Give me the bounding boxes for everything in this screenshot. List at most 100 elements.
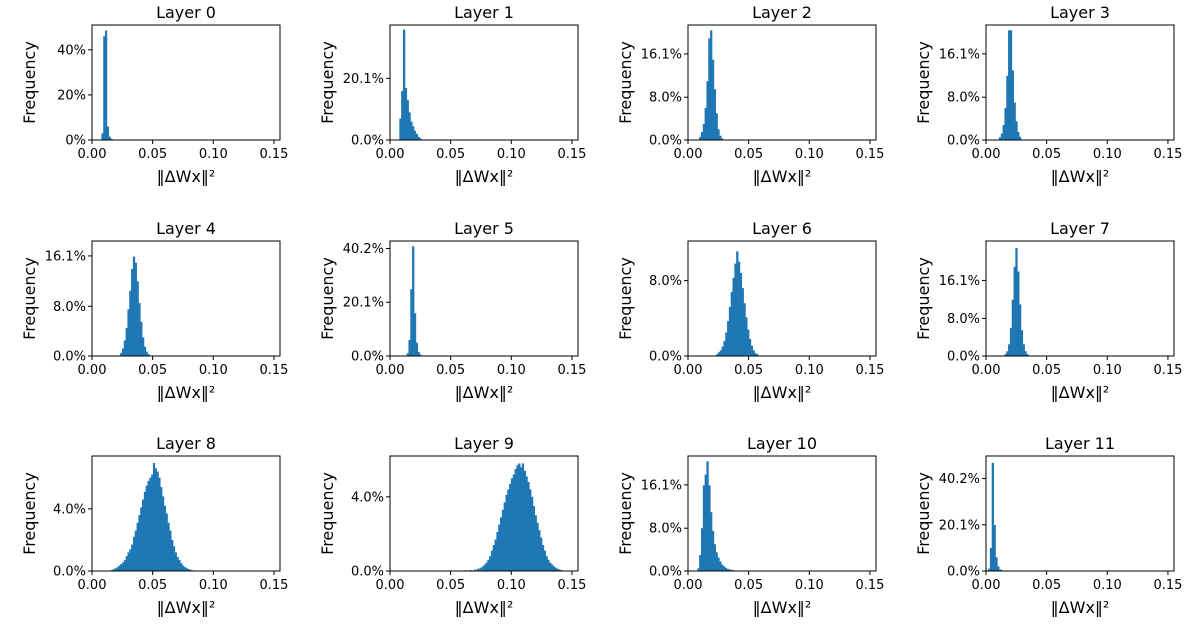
y-tick-label: 8.0% <box>53 300 86 315</box>
histogram-bar <box>500 517 503 571</box>
x-axis-label: ‖ΔWx‖² <box>455 383 514 402</box>
histogram-bar <box>412 126 415 140</box>
y-tick-label: 40.2% <box>939 472 980 487</box>
histogram-bar <box>512 474 516 571</box>
y-tick-label: 20.1% <box>939 518 980 533</box>
x-tick-label: 0.10 <box>795 578 824 593</box>
histogram-bar <box>140 321 143 356</box>
histogram-bar <box>700 528 704 571</box>
y-tick-label: 4.0% <box>351 490 384 505</box>
subplot-title: Layer 3 <box>1050 3 1110 22</box>
x-tick-label: 0.00 <box>674 147 703 162</box>
histogram-bar <box>702 123 706 140</box>
y-tick-label: 8.0% <box>947 312 980 327</box>
subplot-layer-5: 0.00 0.05 0.10 0.15 0.0% 20.1% 40.2% Layer 5 ‖ΔW… <box>318 219 586 402</box>
x-tick-label: 0.00 <box>674 363 703 378</box>
y-tick-label: 20.1% <box>343 72 384 87</box>
histogram-bar <box>138 515 141 571</box>
histogram-bar <box>171 539 174 571</box>
x-axis-label: ‖ΔWx‖² <box>1051 598 1110 617</box>
y-tick-label: 0.0% <box>351 134 384 149</box>
x-tick-label: 0.05 <box>1032 363 1061 378</box>
subplot-layer-2: 0.00 0.05 0.10 0.15 0.0% 8.0% 16.1% Layer 2 ‖ΔWx… <box>616 3 884 186</box>
histogram-bar <box>720 564 724 571</box>
y-axis-label: Frequency <box>616 257 635 340</box>
subplot-title: Layer 6 <box>752 219 812 238</box>
x-tick-label: 0.00 <box>78 578 107 593</box>
histogram-bar <box>479 567 482 571</box>
x-tick-label: 0.05 <box>436 147 465 162</box>
x-tick-label: 0.15 <box>557 578 586 593</box>
histogram-bar <box>708 38 711 141</box>
histogram-bar <box>114 568 117 571</box>
x-tick-label: 0.15 <box>855 363 884 378</box>
histogram-bar <box>406 353 409 356</box>
histogram-bar <box>141 337 145 356</box>
histogram-bar <box>741 288 744 356</box>
histogram-bar <box>699 136 702 140</box>
y-tick-label: 0.0% <box>947 134 980 149</box>
x-axis-label: ‖ΔWx‖² <box>157 598 216 617</box>
y-tick-label: 0.0% <box>53 350 86 365</box>
histogram-bar <box>704 107 707 140</box>
histogram-bar <box>525 476 528 571</box>
histogram-bar <box>756 354 759 356</box>
histogram-bar <box>730 569 733 571</box>
histogram-bar <box>1008 344 1011 356</box>
x-axis-label: ‖ΔWx‖² <box>753 383 812 402</box>
plot-frame <box>91 240 281 357</box>
histogram-bar <box>991 462 994 571</box>
x-axis-label: ‖ΔWx‖² <box>455 598 514 617</box>
x-axis-label: ‖ΔWx‖² <box>455 167 514 186</box>
x-tick-label: 0.05 <box>138 578 167 593</box>
x-tick-label: 0.00 <box>972 147 1001 162</box>
histogram-bar <box>129 549 132 571</box>
histogram-bar <box>540 537 543 571</box>
subplot-layer-7: 0.00 0.05 0.10 0.15 0.0% 8.0% 16.1% Layer 7 ‖ΔWx… <box>914 219 1182 402</box>
histogram-bar <box>110 138 113 140</box>
histogram-bar <box>532 506 536 571</box>
histogram-bar <box>715 113 718 140</box>
histogram-bar <box>716 354 719 356</box>
histogram-bar <box>132 256 136 356</box>
histogram-bar <box>189 569 192 571</box>
histogram-bar <box>989 548 993 571</box>
histogram-bar <box>997 566 1000 571</box>
x-tick-label: 0.10 <box>199 147 228 162</box>
subplot-layer-1: 0.00 0.05 0.10 0.15 0.0% 20.1% Layer 1 ‖ΔWx‖² Fr… <box>318 3 586 186</box>
histogram-bar <box>726 568 729 571</box>
histogram-bar <box>413 313 417 356</box>
y-axis-label: Frequency <box>616 472 635 555</box>
histogram-bar <box>710 30 713 141</box>
histogram-bar <box>162 496 165 571</box>
histogram-bar <box>147 354 150 356</box>
histogram-bar <box>745 317 748 356</box>
y-tick-label: 4.0% <box>53 502 86 517</box>
x-tick-label: 0.00 <box>674 578 703 593</box>
histogram-bar <box>415 133 418 140</box>
x-axis-label: ‖ΔWx‖² <box>753 167 812 186</box>
histogram-bar <box>728 569 731 571</box>
histogram-bar <box>415 342 418 356</box>
histogram-bar <box>492 545 496 571</box>
histogram-bar <box>419 354 422 356</box>
histogram-bar <box>1026 354 1029 356</box>
histogram-bar <box>720 138 724 140</box>
x-tick-label: 0.15 <box>1153 578 1182 593</box>
histogram-bar <box>552 566 556 571</box>
x-tick-label: 0.05 <box>734 147 763 162</box>
histogram-bar <box>719 135 722 140</box>
subplot-layer-6: 0.00 0.05 0.10 0.15 0.0% 8.0% Layer 6 ‖ΔWx‖² Fre… <box>616 219 884 402</box>
subplot-title: Layer 5 <box>454 219 514 238</box>
x-tick-label: 0.00 <box>972 578 1001 593</box>
histogram-bar <box>103 36 106 140</box>
histogram-bar <box>1020 330 1024 356</box>
x-tick-label: 0.15 <box>855 147 884 162</box>
histogram-bar <box>143 346 147 356</box>
plot-frame <box>985 240 1175 357</box>
subplot-title: Layer 10 <box>747 434 817 453</box>
x-tick-label: 0.00 <box>972 363 1001 378</box>
y-tick-label: 16.1% <box>45 249 86 264</box>
histogram-bar <box>417 351 420 356</box>
